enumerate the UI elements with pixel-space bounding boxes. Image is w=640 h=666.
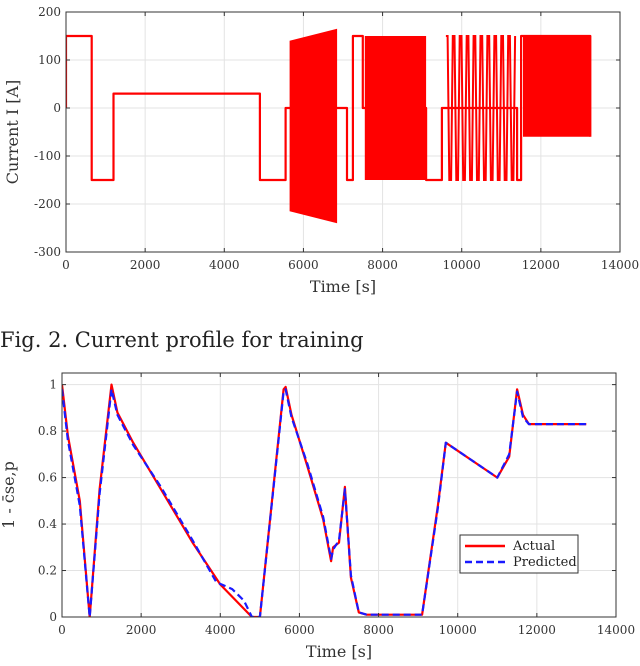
- x-tick-label: 8000: [367, 258, 398, 272]
- x-tick-label: 2000: [126, 623, 157, 637]
- y-tick-label: 0: [53, 101, 61, 115]
- x-tick-label: 10000: [443, 258, 481, 272]
- x-tick-label: 14000: [597, 623, 635, 637]
- plot-area: [62, 383, 587, 617]
- plot-area: [66, 28, 592, 224]
- x-tick-label: 2000: [130, 258, 161, 272]
- y-tick-label: -100: [34, 149, 61, 163]
- x-tick-label: 8000: [363, 623, 394, 637]
- y-axis-label: Current I [A]: [3, 80, 22, 185]
- x-tick-label: 10000: [439, 623, 477, 637]
- x-tick-label: 12000: [522, 258, 560, 272]
- figure-caption: Fig. 2. Current profile for training: [0, 328, 364, 352]
- chart-1: 0 2000 4000 6000 8000 10000 12000 14000-300-200…: [3, 5, 639, 296]
- y-tick-label: 200: [38, 5, 61, 19]
- plot-frame: [61, 372, 617, 618]
- x-tick-label: 6000: [284, 623, 315, 637]
- oscillation-band-1: [289, 28, 338, 224]
- x-axis-label: Time [s]: [310, 277, 376, 296]
- legend-box: [459, 534, 579, 574]
- legend-label-actual: Actual: [512, 539, 555, 554]
- y-axis-label: 1 - c̄se,p: [0, 461, 18, 529]
- x-tick-label: 14000: [601, 258, 639, 272]
- y-tick-label: 100: [38, 53, 61, 67]
- y-tick-label: 0.2: [38, 564, 57, 578]
- y-tick-label: 1: [49, 378, 57, 392]
- x-tick-label: 0: [62, 258, 70, 272]
- series-line-1: [66, 34, 592, 182]
- x-tick-label: 0: [58, 623, 66, 637]
- y-tick-label: -300: [34, 245, 61, 259]
- y-tick-label: 0.4: [38, 517, 57, 531]
- x-tick-label: 4000: [209, 258, 240, 272]
- x-tick-label: 6000: [288, 258, 319, 272]
- y-tick-label: -200: [34, 197, 61, 211]
- y-tick-label: 0: [49, 610, 57, 624]
- chart-2: 0 2000 4000 6000 8000 10000 12000 14000 0 0.2 0.4 0…: [0, 372, 635, 661]
- x-tick-label: 4000: [205, 623, 236, 637]
- plot-frame: [65, 11, 621, 253]
- y-tick-label: 0.6: [38, 471, 57, 485]
- oscillation-band-4: [523, 36, 591, 137]
- series-line-predicted: [62, 388, 587, 617]
- y-tick-label: 0.8: [38, 424, 57, 438]
- legend-label-predicted: Predicted: [513, 555, 577, 570]
- x-axis-label: Time [s]: [306, 642, 372, 661]
- oscillation-band-3: [445, 35, 517, 181]
- x-tick-label: 12000: [518, 623, 556, 637]
